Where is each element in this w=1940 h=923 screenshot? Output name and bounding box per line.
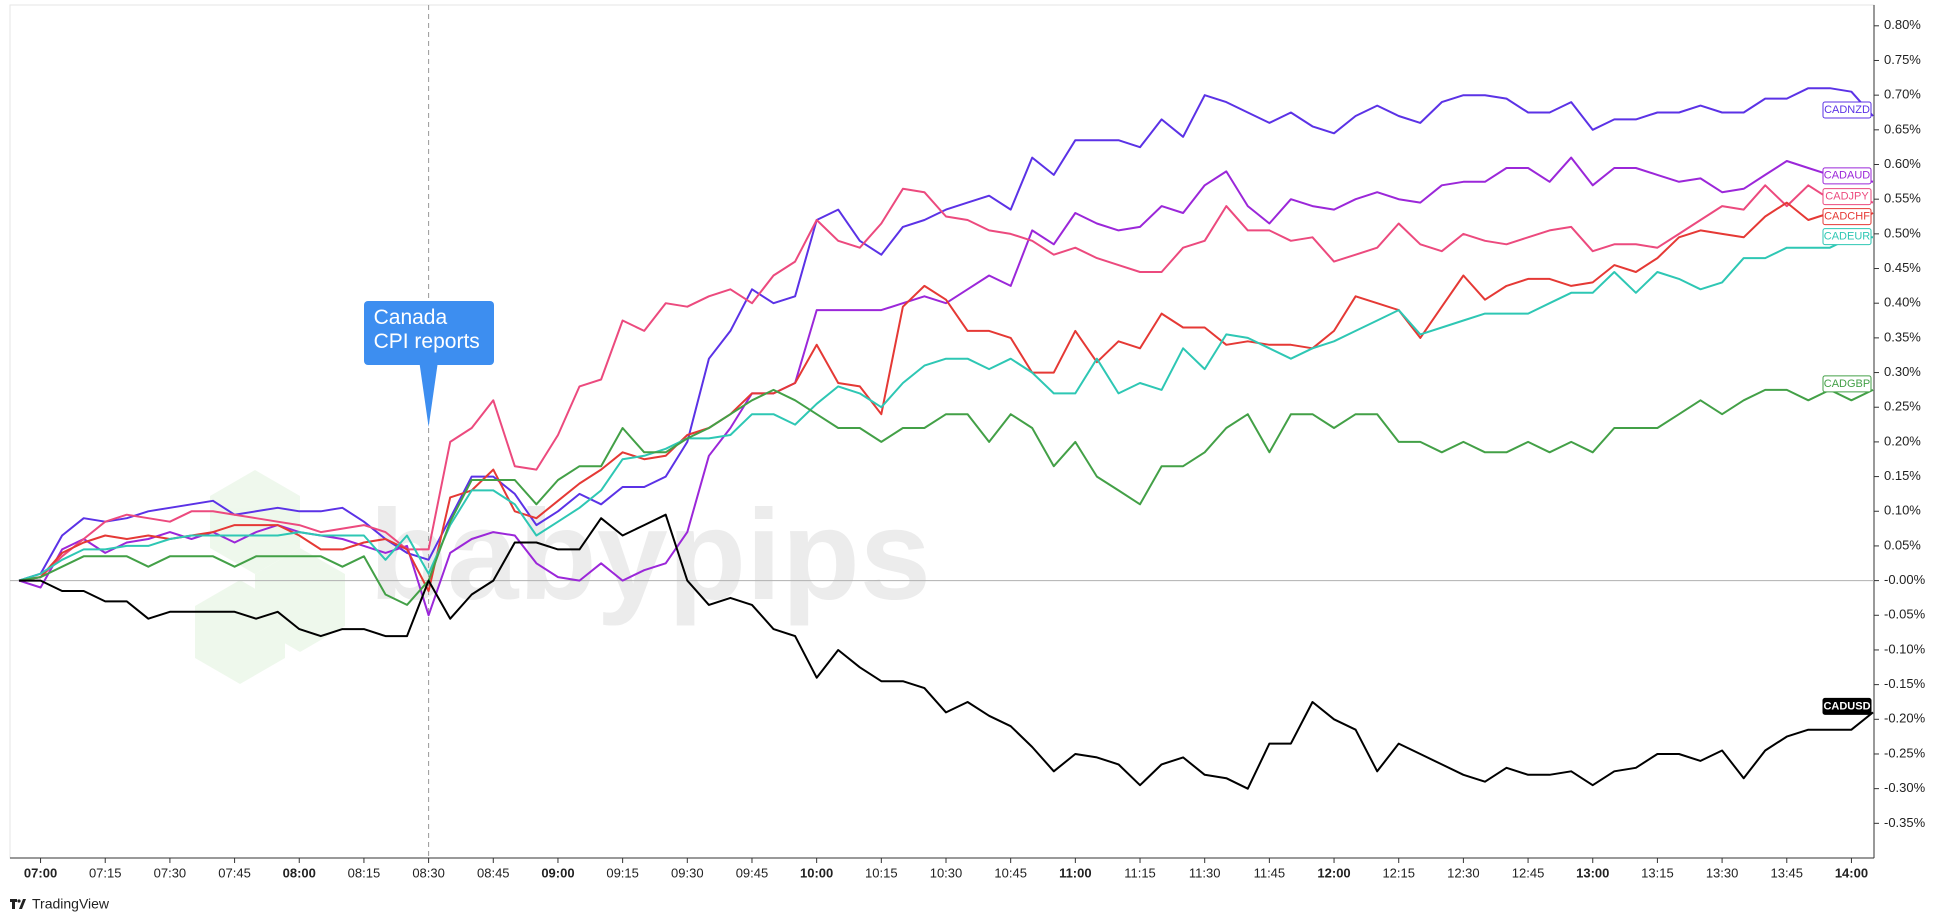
series-label-box	[1822, 375, 1872, 393]
x-tick-label: 11:45	[1254, 865, 1286, 880]
x-tick-label: 09:30	[671, 865, 704, 880]
x-tick-label: 08:45	[477, 865, 510, 880]
x-tick-label: 07:45	[218, 865, 251, 880]
y-tick-label: 0.25%	[1884, 399, 1921, 414]
y-tick-label: 0.50%	[1884, 225, 1921, 240]
x-tick-label: 08:15	[348, 865, 381, 880]
series-label: CADCHF	[1824, 211, 1870, 223]
callout-pointer	[419, 364, 438, 427]
source-label: TradingView	[32, 896, 110, 912]
series-line	[19, 513, 1874, 790]
y-tick-label: 0.20%	[1884, 433, 1921, 448]
series-label-box	[1822, 697, 1872, 715]
tv-logo-part	[19, 899, 26, 909]
series-label-box	[1822, 228, 1872, 246]
y-tick-label: 0.35%	[1884, 329, 1921, 344]
series-line	[18, 156, 1874, 617]
tv-logo	[10, 899, 26, 909]
y-tick-label: 0.65%	[1884, 121, 1921, 136]
watermark-hex	[210, 470, 300, 574]
x-tick-label: 10:45	[994, 865, 1027, 880]
x-tick-label: 07:30	[154, 865, 187, 880]
series-label: CADUSD	[1823, 700, 1870, 712]
series-line	[18, 87, 1874, 582]
y-tick-label: -0.25%	[1884, 745, 1926, 760]
series-label: CADNZD	[1824, 104, 1870, 116]
series-label: CADJPY	[1825, 191, 1869, 203]
watermark-logo	[195, 470, 345, 684]
x-tick-label: 11:00	[1059, 865, 1092, 880]
x-tick-label: 07:15	[89, 865, 122, 880]
y-tick-label: 0.75%	[1884, 52, 1921, 67]
y-tick-label: -0.05%	[1884, 607, 1926, 622]
series-line	[18, 201, 1874, 592]
watermark-text: babypips	[369, 484, 931, 627]
x-tick-label: 12:15	[1382, 865, 1415, 880]
y-tick-label: 0.30%	[1884, 364, 1921, 379]
y-tick-label: 0.60%	[1884, 156, 1921, 171]
series-label-box	[1822, 208, 1872, 226]
series-label: CADAUD	[1824, 170, 1871, 182]
y-tick-label: 0.55%	[1884, 191, 1921, 206]
x-tick-label: 10:30	[930, 865, 963, 880]
x-tick-label: 11:30	[1189, 865, 1221, 880]
tv-logo-part	[12, 899, 15, 909]
x-tick-label: 13:15	[1641, 865, 1674, 880]
watermark-hex	[195, 580, 285, 684]
y-tick-label: -0.20%	[1884, 711, 1926, 726]
y-tick-label: 0.80%	[1884, 17, 1921, 32]
series-line	[18, 184, 1874, 582]
series-label: CADGBP	[1824, 378, 1870, 390]
tv-logo-part	[17, 899, 21, 903]
y-tick-label: 0.40%	[1884, 295, 1921, 310]
plot-frame	[9, 4, 1875, 859]
y-tick-label: -0.10%	[1884, 641, 1926, 656]
x-tick-label: 08:00	[283, 865, 316, 880]
y-tick-label: -0.35%	[1884, 815, 1926, 830]
x-tick-label: 12:00	[1317, 865, 1350, 880]
y-tick-label: -0.30%	[1884, 780, 1926, 795]
x-tick-label: 13:45	[1770, 865, 1803, 880]
x-tick-label: 10:00	[800, 865, 833, 880]
x-tick-label: 13:00	[1576, 865, 1609, 880]
x-tick-label: 10:15	[865, 865, 898, 880]
y-tick-label: 0.10%	[1884, 503, 1921, 518]
callout: Canada CPI reports	[363, 301, 494, 365]
watermark-hex	[255, 548, 345, 652]
x-tick-label: 09:15	[606, 865, 639, 880]
series-label-box	[1822, 167, 1872, 185]
x-tick-label: 12:30	[1447, 865, 1480, 880]
series-label: CADEUR	[1824, 231, 1871, 243]
y-tick-label: -0.00%	[1884, 572, 1926, 587]
x-tick-label: 14:00	[1835, 865, 1868, 880]
series-label-box	[1822, 101, 1872, 119]
series-line	[18, 388, 1874, 606]
y-tick-label: 0.45%	[1884, 260, 1921, 275]
series-line	[18, 236, 1873, 582]
y-tick-label: 0.70%	[1884, 87, 1921, 102]
x-tick-label: 09:45	[736, 865, 769, 880]
y-tick-label: -0.15%	[1884, 676, 1926, 691]
x-tick-label: 07:00	[24, 865, 57, 880]
x-tick-label: 12:45	[1512, 865, 1545, 880]
x-tick-label: 11:15	[1124, 865, 1156, 880]
series-label-box	[1822, 188, 1872, 206]
x-tick-label: 09:00	[541, 865, 574, 880]
x-tick-label: 08:30	[412, 865, 445, 880]
x-tick-label: 13:30	[1706, 865, 1739, 880]
y-tick-label: 0.05%	[1884, 537, 1921, 552]
y-tick-label: 0.15%	[1884, 468, 1921, 483]
